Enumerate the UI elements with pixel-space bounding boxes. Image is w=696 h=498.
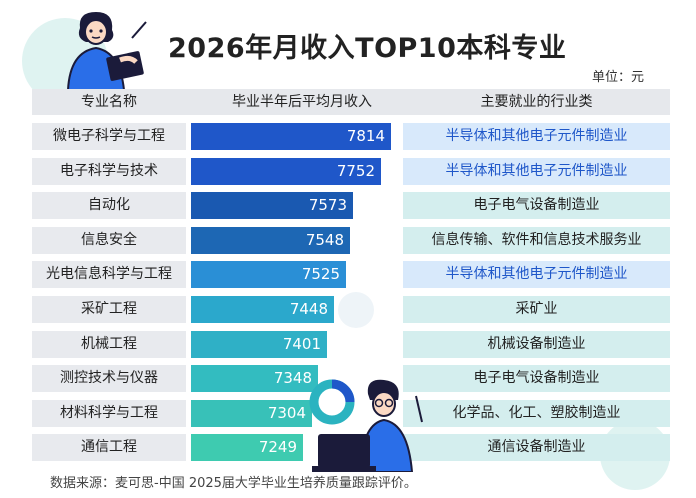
major-name: 机械工程: [32, 331, 186, 358]
salary-bar: 7525: [191, 261, 346, 288]
industry-cell: 电子电气设备制造业: [403, 365, 670, 392]
salary-bar: 7573: [191, 192, 353, 219]
salary-bar: 7304: [191, 400, 312, 427]
major-name: 测控技术与仪器: [32, 365, 186, 392]
industry-cell: 电子电气设备制造业: [403, 192, 670, 219]
industry-cell: 半导体和其他电子元件制造业: [403, 261, 670, 288]
major-name: 光电信息科学与工程: [32, 261, 186, 288]
salary-bar: 7249: [191, 434, 303, 461]
decor-circle-mid: [338, 292, 374, 328]
industry-cell: 半导体和其他电子元件制造业: [403, 123, 670, 150]
industry-cell: 采矿业: [403, 296, 670, 323]
header-major: 专业名称: [81, 94, 137, 110]
salary-value-label: 7348: [273, 369, 312, 387]
table-header: 专业名称 毕业半年后平均月收入 主要就业的行业类: [32, 89, 670, 115]
industry-cell: 信息传输、软件和信息技术服务业: [403, 227, 670, 254]
industry-cell: 通信设备制造业: [403, 434, 670, 461]
unit-label: 单位：元: [592, 70, 645, 85]
header-industry: 主要就业的行业类: [480, 94, 593, 110]
salary-value-label: 7525: [301, 265, 340, 283]
data-source: 数据来源：麦可思-中国 2025届大学毕业生培养质量跟踪评价。: [50, 476, 417, 491]
salary-value-label: 7814: [346, 127, 385, 145]
major-name: 采矿工程: [32, 296, 186, 323]
major-name: 信息安全: [32, 227, 186, 254]
salary-bar: 7548: [191, 227, 350, 254]
salary-value-label: 7401: [282, 335, 321, 353]
salary-value-label: 7448: [289, 300, 328, 318]
salary-bar: 7814: [191, 123, 391, 150]
person-with-laptop-illustration: [309, 379, 423, 472]
salary-bar: 7401: [191, 331, 327, 358]
salary-bar: 7348: [191, 365, 318, 392]
person-with-tablet-illustration: [66, 12, 147, 90]
major-name: 通信工程: [32, 434, 186, 461]
salary-value-label: 7548: [305, 231, 344, 249]
industry-cell: 化学品、化工、塑胶制造业: [403, 400, 670, 427]
salary-value-label: 7249: [258, 438, 297, 456]
major-name: 微电子科学与工程: [32, 123, 186, 150]
major-name: 自动化: [32, 192, 186, 219]
industry-cell: 半导体和其他电子元件制造业: [403, 158, 670, 185]
page-title: 2026年月收入TOP10本科专业: [168, 33, 567, 64]
major-name: 材料科学与工程: [32, 400, 186, 427]
salary-bar: 7448: [191, 296, 334, 323]
salary-value-label: 7304: [267, 404, 306, 422]
header-salary: 毕业半年后平均月收入: [232, 94, 372, 110]
salary-value-label: 7573: [308, 196, 347, 214]
salary-bar: 7752: [191, 158, 381, 185]
salary-value-label: 7752: [336, 162, 375, 180]
industry-cell: 机械设备制造业: [403, 331, 670, 358]
major-name: 电子科学与技术: [32, 158, 186, 185]
